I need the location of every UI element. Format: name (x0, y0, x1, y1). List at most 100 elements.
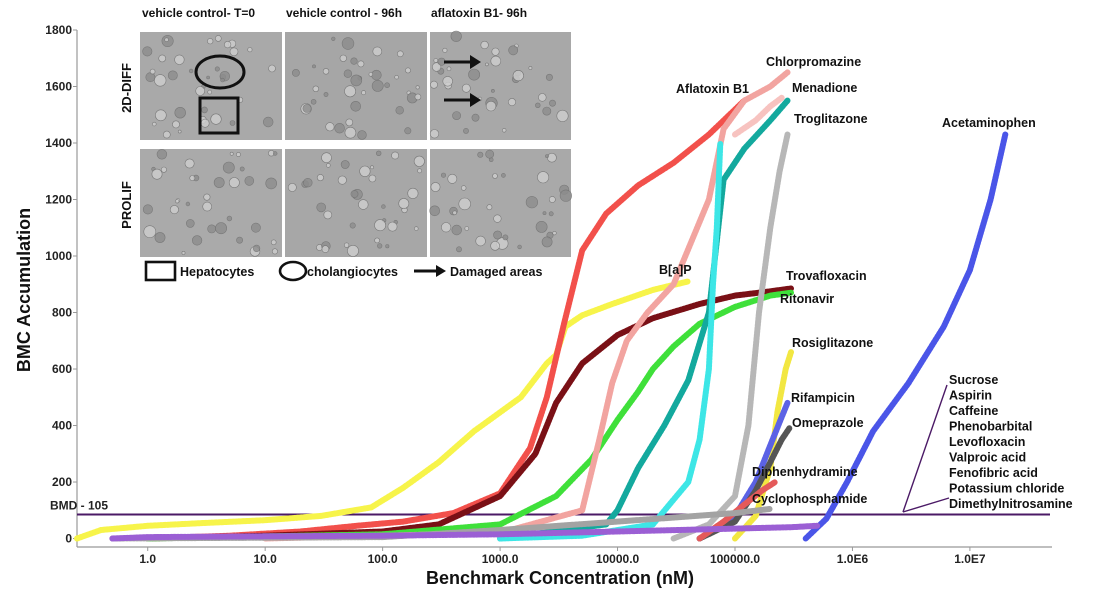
grouped-compound-label: Valproic acid (949, 451, 1026, 465)
cell-texture (404, 127, 412, 135)
cell-texture (538, 93, 547, 102)
series-gray-series-line (670, 131, 791, 542)
grouped-label-connector (902, 384, 948, 513)
cell-texture (184, 158, 195, 169)
cell-texture (442, 47, 448, 53)
cell-texture (441, 222, 452, 233)
cell-texture (535, 102, 541, 109)
cell-texture (265, 177, 278, 190)
y-tick-label: 200 (52, 475, 72, 489)
grouped-compound-label: Sucrose (949, 373, 998, 387)
cell-texture (163, 130, 171, 139)
cell-texture (549, 99, 556, 107)
cell-texture (456, 246, 462, 253)
cell-texture (537, 171, 550, 184)
cell-texture (407, 187, 419, 199)
cell-texture (545, 73, 553, 81)
hepatocyte-legend-square-icon (144, 260, 177, 282)
cell-texture (263, 116, 274, 128)
axes: BMC Accumulation Benchmark Concentration… (14, 30, 1052, 588)
cell-texture (206, 75, 210, 80)
series-label: Acetaminophen (942, 116, 1036, 130)
cell-texture (430, 182, 441, 192)
cell-texture (200, 118, 210, 128)
damaged-area-arrow-icon (444, 93, 481, 107)
cell-texture (186, 219, 195, 228)
cell-texture (337, 175, 347, 185)
cell-texture (347, 244, 359, 257)
cell-texture (417, 168, 422, 174)
series-lines (74, 69, 1009, 542)
x-tick-label: 10.0 (253, 552, 277, 566)
cell-texture (229, 151, 234, 156)
cell-texture (475, 235, 486, 247)
cell-texture (349, 222, 356, 229)
cell-texture (430, 80, 438, 89)
cell-texture (433, 58, 439, 63)
cell-texture (447, 173, 458, 184)
y-tick-label: 1200 (45, 193, 72, 207)
series-label: Diphenhydramine (752, 465, 858, 479)
cell-texture (507, 98, 516, 107)
x-tick-label: 1.0 (139, 552, 156, 566)
cell-texture (334, 122, 345, 134)
cell-texture (461, 83, 471, 93)
series-label: Rosiglitazone (792, 336, 873, 350)
cell-texture (395, 106, 404, 115)
cell-texture (172, 120, 180, 129)
cell-texture (450, 30, 462, 42)
inset-row-label: 2D-DIFF (119, 63, 134, 113)
y-tick-label: 800 (52, 306, 72, 320)
cell-texture (429, 129, 440, 139)
y-tick-label: 1800 (45, 23, 72, 37)
x-tick-label: 1.0E6 (837, 552, 869, 566)
cell-texture (250, 222, 261, 233)
series-label: Omeprazole (792, 416, 864, 430)
cell-texture (167, 70, 178, 81)
cell-texture (158, 54, 166, 63)
cell-texture (344, 242, 350, 248)
y-tick-label: 1600 (45, 80, 72, 94)
series-menadione-line (732, 94, 785, 138)
cell-texture (154, 74, 167, 87)
inset-row-label: PROLIF (119, 181, 134, 229)
cell-texture (477, 151, 484, 158)
cell-texture (413, 155, 425, 167)
x-tick-label: 1.0E7 (954, 552, 986, 566)
series-label: Rifampicin (791, 391, 855, 405)
cell-texture (345, 118, 354, 127)
cell-texture (547, 152, 557, 163)
cell-texture (525, 196, 539, 209)
cell-texture (321, 245, 330, 253)
cell-texture (432, 62, 442, 72)
cell-texture (398, 198, 410, 209)
cholangiocyte-legend-ellipse-icon (278, 260, 308, 282)
cell-texture (181, 250, 186, 255)
cell-texture (192, 235, 203, 246)
cell-texture (361, 90, 366, 96)
cell-texture (357, 60, 365, 68)
cell-texture (188, 68, 194, 74)
cell-texture (370, 165, 374, 170)
x-tick-label: 100000.0 (710, 552, 760, 566)
y-ticks: 0 200 400 600 800 1000 1200 1400 1600 1800 (45, 23, 77, 546)
cell-texture (542, 211, 547, 216)
cell-texture (414, 226, 419, 231)
cell-texture (371, 80, 384, 92)
cell-texture (442, 76, 453, 87)
x-tick-label: 100.0 (368, 552, 398, 566)
cell-texture (414, 93, 422, 101)
cell-texture (545, 154, 549, 159)
series-labels: Chlorpromazine Menadione Aflatoxin B1 Trogl… (659, 55, 1036, 506)
series-label: Menadione (792, 81, 857, 95)
cell-texture (142, 46, 153, 57)
cell-texture (175, 199, 180, 204)
series-b-a-p-line (74, 278, 692, 542)
cell-texture (391, 151, 399, 160)
legend-cholangiocytes-label: cholangiocytes (307, 265, 398, 279)
y-tick-label: 600 (52, 362, 72, 376)
cell-texture (376, 150, 382, 157)
cell-texture (552, 231, 557, 236)
cell-texture (155, 109, 167, 122)
